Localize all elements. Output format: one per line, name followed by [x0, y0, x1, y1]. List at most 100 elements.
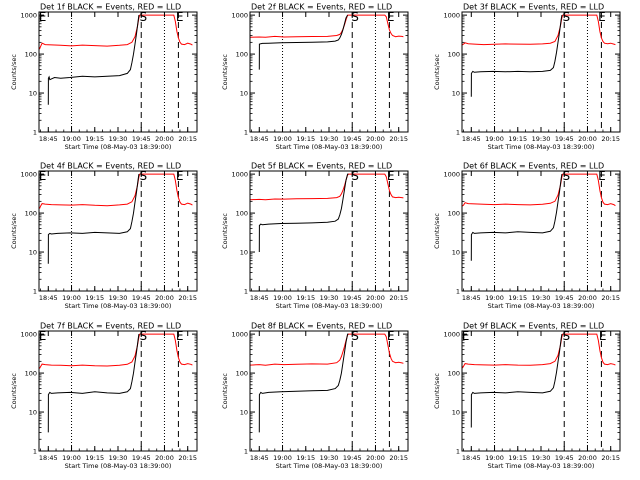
panel-title: Det 2f BLACK = Events, RED = LLD: [251, 3, 392, 12]
x-tick-label: 20:15: [389, 454, 408, 462]
interval-marker-e: E: [599, 329, 607, 343]
events-series-line: [470, 15, 563, 97]
events-series-line: [47, 15, 140, 105]
y-tick-label: 1000: [20, 12, 37, 20]
y-tick-label: 100: [448, 210, 460, 218]
lld-series-line: [250, 333, 404, 366]
y-tick-label: 100: [236, 210, 248, 218]
x-axis-label: Start Time (08-May-03 18:39:00): [65, 143, 172, 151]
x-tick-label: 19:00: [273, 454, 292, 462]
interval-marker-s: S: [139, 169, 147, 183]
panel-title: Det 1f BLACK = Events, RED = LLD: [40, 3, 181, 12]
x-tick-label: 20:15: [178, 454, 197, 462]
x-tick-label: 19:30: [109, 135, 128, 143]
x-tick-label: 19:45: [132, 294, 151, 302]
x-tick-label: 19:45: [343, 135, 362, 143]
interval-marker-s: S: [351, 10, 359, 24]
events-series-line: [258, 173, 349, 253]
interval-marker-e: E: [387, 329, 395, 343]
interval-marker-e: E: [176, 169, 184, 183]
events-series-line: [470, 334, 563, 428]
y-tick-label: 1000: [20, 171, 37, 179]
y-axis-label: Counts/sec: [221, 213, 229, 249]
x-axis-label: Start Time (08-May-03 18:39:00): [65, 462, 172, 470]
panel-title: Det 5f BLACK = Events, RED = LLD: [251, 162, 392, 171]
x-tick-label: 20:00: [366, 294, 385, 302]
panel-title: Det 7f BLACK = Events, RED = LLD: [40, 322, 181, 331]
y-tick-label: 1: [456, 448, 460, 456]
x-tick-label: 20:00: [578, 294, 597, 302]
x-axis-label: Start Time (08-May-03 18:39:00): [276, 302, 383, 310]
x-tick-label: 18:45: [250, 135, 269, 143]
y-tick-label: 10: [240, 409, 248, 417]
y-tick-label: 1: [456, 129, 460, 137]
interval-marker-e: E: [39, 169, 47, 183]
x-tick-label: 19:30: [320, 294, 339, 302]
y-tick-label: 1: [456, 288, 460, 296]
y-axis-label: Counts/sec: [433, 373, 441, 409]
x-tick-label: 19:15: [85, 135, 104, 143]
x-tick-label: 19:15: [85, 454, 104, 462]
lld-series-line: [39, 173, 193, 209]
interval-marker-s: S: [562, 329, 570, 343]
x-tick-label: 19:15: [296, 135, 315, 143]
interval-marker-e: E: [387, 10, 395, 24]
x-tick-label: 19:45: [132, 135, 151, 143]
y-tick-label: 1000: [231, 12, 248, 20]
y-tick-label: 1: [33, 448, 37, 456]
x-tick-label: 19:30: [532, 454, 551, 462]
events-series-line: [258, 14, 349, 70]
interval-marker-e: E: [462, 329, 470, 343]
x-tick-label: 19:00: [485, 454, 504, 462]
y-tick-label: 1000: [443, 12, 460, 20]
x-tick-label: 18:45: [39, 294, 58, 302]
y-tick-label: 1000: [20, 331, 37, 339]
x-axis-label: Start Time (08-May-03 18:39:00): [276, 143, 383, 151]
x-tick-label: 18:45: [462, 294, 481, 302]
panel-title: Det 4f BLACK = Events, RED = LLD: [40, 162, 181, 171]
y-tick-label: 1: [244, 448, 248, 456]
x-tick-label: 19:30: [109, 454, 128, 462]
y-tick-label: 1: [244, 129, 248, 137]
events-series-line: [47, 174, 140, 264]
panel-title: Det 6f BLACK = Events, RED = LLD: [463, 162, 604, 171]
x-tick-label: 19:15: [508, 135, 527, 143]
x-tick-label: 20:00: [578, 135, 597, 143]
y-tick-label: 10: [240, 90, 248, 98]
y-tick-label: 10: [452, 90, 460, 98]
y-axis-label: Counts/sec: [221, 373, 229, 409]
x-tick-label: 18:45: [39, 135, 58, 143]
interval-marker-s: S: [562, 10, 570, 24]
interval-marker-e: E: [598, 10, 606, 24]
lld-series-line: [39, 14, 193, 50]
x-tick-label: 19:45: [343, 294, 362, 302]
panel-title: Det 9f BLACK = Events, RED = LLD: [463, 322, 604, 331]
x-tick-label: 18:45: [462, 135, 481, 143]
interval-marker-e: E: [176, 10, 184, 24]
y-tick-label: 10: [29, 409, 37, 417]
x-tick-label: 19:00: [62, 135, 81, 143]
x-tick-label: 19:00: [273, 294, 292, 302]
x-tick-label: 18:45: [250, 294, 269, 302]
events-series-line: [470, 174, 563, 261]
x-tick-label: 20:00: [578, 454, 597, 462]
lld-series-line: [462, 333, 616, 369]
y-tick-label: 1: [33, 129, 37, 137]
x-tick-label: 19:45: [132, 454, 151, 462]
x-tick-label: 19:30: [532, 294, 551, 302]
interval-marker-s: S: [139, 10, 147, 24]
panel-title: Det 8f BLACK = Events, RED = LLD: [251, 322, 392, 331]
y-tick-label: 100: [25, 51, 37, 59]
x-tick-label: 20:15: [178, 294, 197, 302]
events-series-line: [47, 334, 140, 433]
y-tick-label: 100: [236, 370, 248, 378]
x-tick-label: 19:00: [485, 135, 504, 143]
